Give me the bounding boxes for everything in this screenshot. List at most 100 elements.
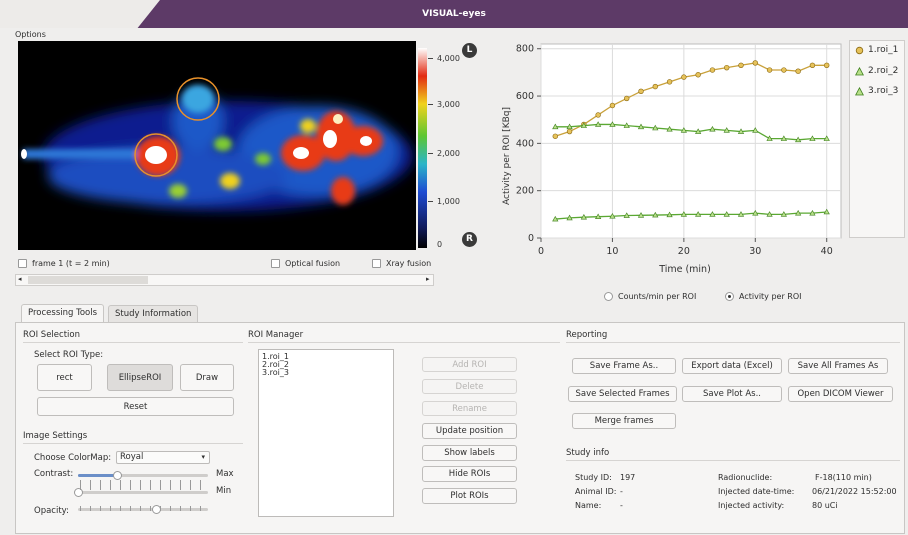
show-labels-button[interactable]: Show labels <box>422 445 517 461</box>
list-item[interactable]: 2.roi_2 <box>262 360 289 369</box>
delete-roi-button[interactable]: Delete <box>422 379 517 394</box>
radionuclide-label: Radionuclide: <box>718 473 773 482</box>
pet-image-view[interactable] <box>18 41 416 250</box>
scroll-left-icon[interactable]: ◂ <box>18 275 22 283</box>
contrast-max-track[interactable] <box>78 474 208 477</box>
study-id-value: 197 <box>620 473 636 482</box>
colorbar-tick <box>428 58 433 59</box>
colorbar <box>418 48 427 248</box>
activity-radio-label: Activity per ROI <box>739 292 802 301</box>
export-excel-button[interactable]: Export data (Excel) <box>682 358 782 374</box>
slider-ticks <box>80 506 206 511</box>
activity-radio[interactable] <box>725 292 734 301</box>
data-point <box>609 102 616 109</box>
x-tick-label: 10 <box>606 246 618 257</box>
roi-2-ellipse[interactable] <box>134 133 178 177</box>
data-point <box>552 215 559 222</box>
xray-fusion-checkbox[interactable] <box>372 259 381 268</box>
colormap-label: Choose ColorMap: <box>34 453 112 463</box>
data-point <box>723 211 730 217</box>
series-line-2 <box>555 123 827 141</box>
legend-label: 2.roi_2 <box>868 66 899 76</box>
list-item[interactable]: 1.roi_1 <box>262 352 289 361</box>
chevron-down-icon: ▾ <box>201 453 205 461</box>
data-point <box>809 209 816 216</box>
data-point <box>666 125 673 132</box>
colorbar-label: 2,000 <box>437 149 460 158</box>
list-item[interactable]: 3.roi_3 <box>262 368 289 377</box>
data-point <box>624 95 630 102</box>
activity-plot[interactable]: 0 200 400 600 800 0 10 20 30 40 Activity per ROI … <box>495 36 845 286</box>
contrast-min-track[interactable] <box>78 491 208 494</box>
data-point <box>680 127 687 133</box>
title-bar-wedge <box>0 0 160 28</box>
y-tick-label: 600 <box>516 91 534 102</box>
x-tick-label: 0 <box>538 246 544 257</box>
rename-roi-button[interactable]: Rename <box>422 401 517 416</box>
data-point <box>652 211 659 218</box>
roi-list[interactable]: 1.roi_1 2.roi_2 3.roi_3 <box>258 349 394 517</box>
contrast-max-handle[interactable] <box>113 471 122 480</box>
counts-radio[interactable] <box>604 292 613 301</box>
colorbar-label: 4,000 <box>437 54 460 63</box>
ellipse-roi-button[interactable]: EllipseROI <box>107 364 173 391</box>
data-point <box>638 88 644 95</box>
save-frame-button[interactable]: Save Frame As.. <box>572 358 676 374</box>
right-view-button[interactable]: R <box>462 232 477 247</box>
slider-ticks <box>80 480 206 485</box>
data-point <box>580 122 587 128</box>
activity-radio-row[interactable]: Activity per ROI <box>725 292 802 301</box>
open-dicom-viewer-button[interactable]: Open DICOM Viewer <box>788 386 893 402</box>
colormap-select[interactable]: Royal ▾ <box>116 451 210 464</box>
tab-study-information[interactable]: Study Information <box>108 305 199 323</box>
draw-roi-button[interactable]: Draw <box>180 364 234 391</box>
animal-id-value: - <box>620 487 623 496</box>
data-point <box>552 133 558 139</box>
frame-scrollbar-thumb[interactable] <box>28 276 148 284</box>
data-point <box>709 211 716 217</box>
data-point <box>737 128 745 134</box>
colorbar-label: 1,000 <box>437 197 460 206</box>
data-point <box>623 122 630 128</box>
frame-checkbox[interactable] <box>18 259 27 268</box>
data-point <box>566 214 573 221</box>
hide-rois-button[interactable]: Hide ROIs <box>422 466 517 482</box>
rect-roi-button[interactable]: rect <box>37 364 92 391</box>
roi-1-ellipse[interactable] <box>176 77 220 121</box>
tab-processing-tools[interactable]: Processing Tools <box>21 304 105 323</box>
divider <box>23 443 243 444</box>
contrast-min-handle[interactable] <box>74 488 83 497</box>
merge-frames-button[interactable]: Merge frames <box>572 413 676 429</box>
data-point <box>666 211 673 218</box>
image-settings-title: Image Settings <box>23 431 88 441</box>
data-point <box>738 62 744 68</box>
opacity-handle[interactable] <box>152 505 161 514</box>
frame-checkbox-row[interactable]: frame 1 (t = 2 min) <box>18 259 110 268</box>
contrast-max-fill <box>78 474 117 477</box>
save-selected-frames-button[interactable]: Save Selected Frames <box>568 386 677 402</box>
injected-datetime-label: Injected date-time: <box>718 487 795 496</box>
y-tick-label: 0 <box>528 233 534 244</box>
left-view-button[interactable]: L <box>462 43 477 58</box>
xray-fusion-row[interactable]: Xray fusion <box>372 259 431 268</box>
reset-button[interactable]: Reset <box>37 397 234 416</box>
menu-options[interactable]: Options <box>15 30 46 39</box>
data-point <box>666 79 673 85</box>
save-plot-button[interactable]: Save Plot As.. <box>682 386 782 402</box>
data-point <box>595 213 602 220</box>
divider <box>566 460 900 461</box>
data-point <box>595 121 602 127</box>
name-value: - <box>620 501 623 510</box>
data-point <box>695 128 702 134</box>
update-position-button[interactable]: Update position <box>422 423 517 439</box>
add-roi-button[interactable]: Add ROI <box>422 357 517 372</box>
data-point <box>595 112 601 118</box>
scroll-right-icon[interactable]: ▸ <box>426 275 430 283</box>
data-point <box>766 67 773 73</box>
plot-rois-button[interactable]: Plot ROIs <box>422 488 517 504</box>
save-all-frames-button[interactable]: Save All Frames As <box>788 358 888 374</box>
optical-fusion-row[interactable]: Optical fusion <box>271 259 340 268</box>
data-point <box>724 64 730 71</box>
optical-fusion-checkbox[interactable] <box>271 259 280 268</box>
counts-radio-row[interactable]: Counts/min per ROI <box>604 292 696 301</box>
